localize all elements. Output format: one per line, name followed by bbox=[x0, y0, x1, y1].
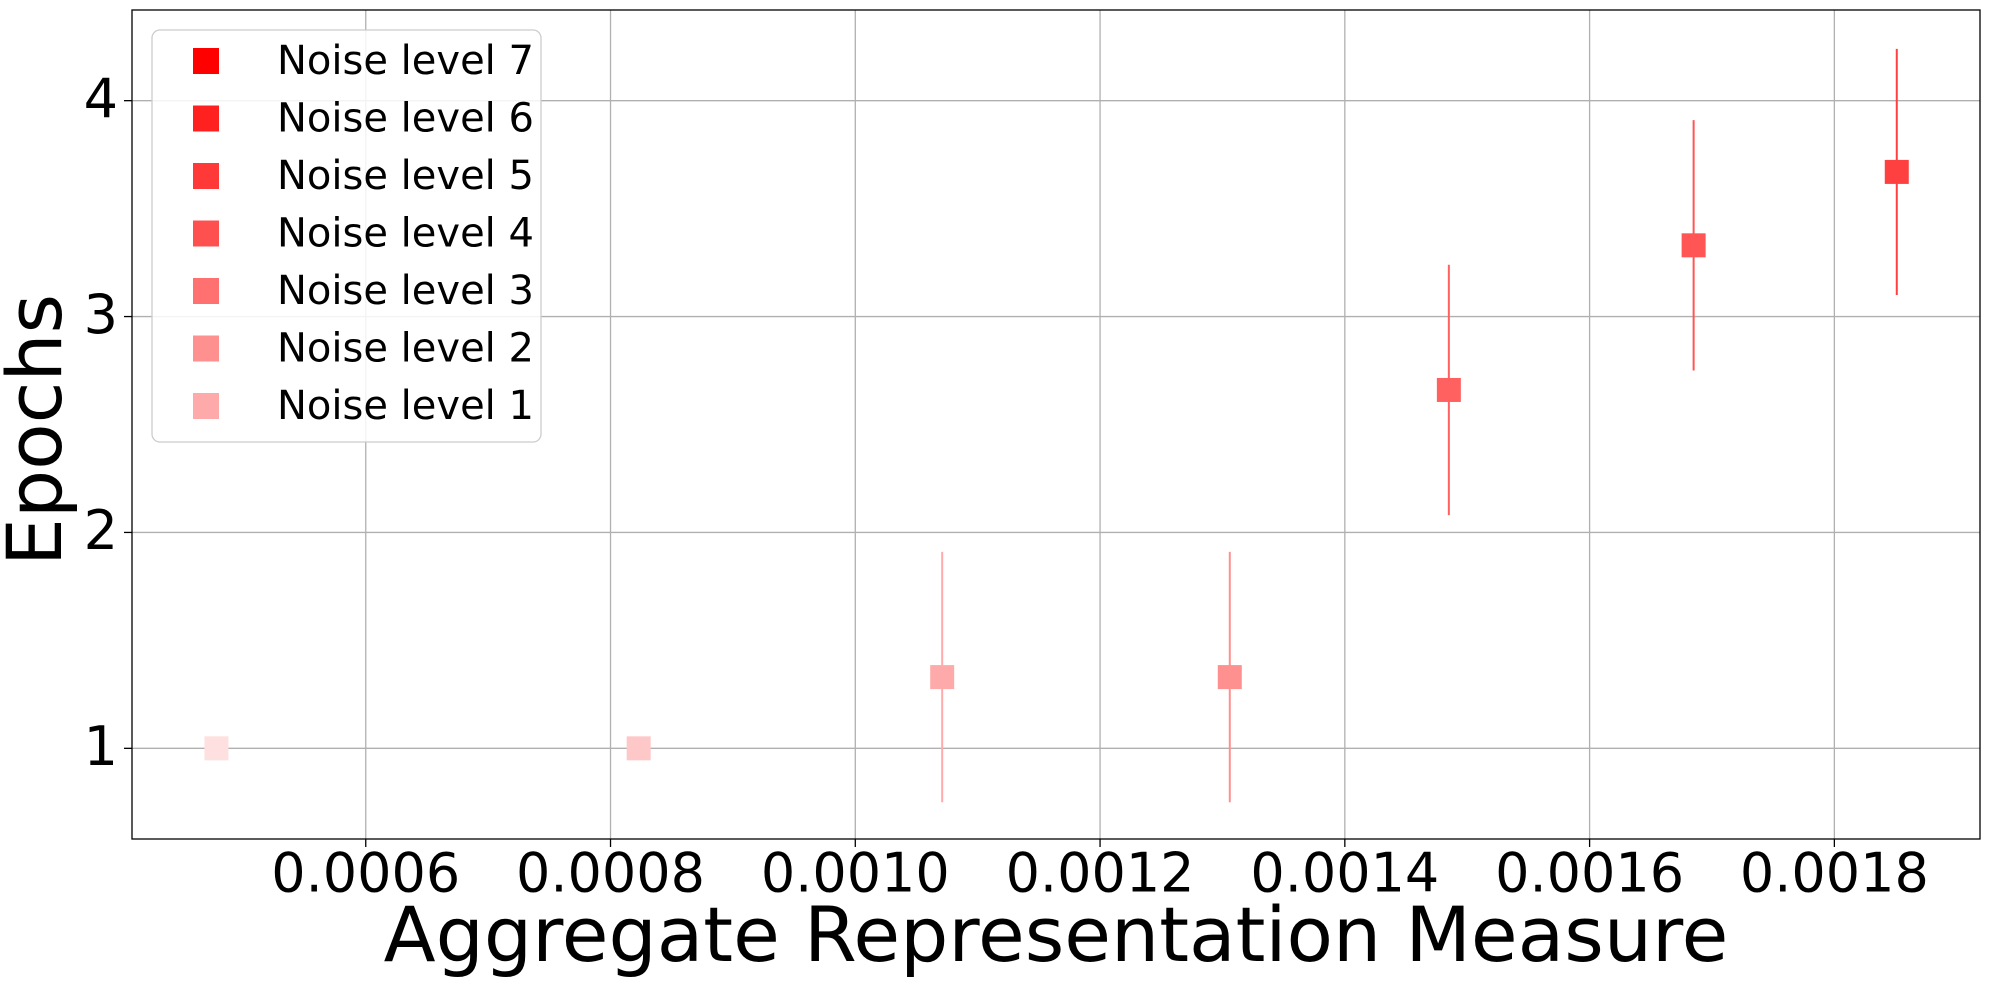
y-tick-label: 3 bbox=[84, 283, 118, 346]
x-tick-label: 0.0012 bbox=[1006, 842, 1195, 905]
x-tick-label: 0.0010 bbox=[761, 842, 950, 905]
legend-marker bbox=[193, 220, 219, 247]
point bbox=[204, 736, 229, 761]
point bbox=[1436, 377, 1461, 402]
legend-label: Noise level 4 bbox=[277, 211, 534, 257]
point bbox=[1217, 665, 1242, 690]
x-tick-label: 0.0014 bbox=[1250, 842, 1439, 905]
legend-label: Noise level 1 bbox=[277, 383, 534, 429]
legend-marker bbox=[193, 278, 219, 304]
y-tick-label: 1 bbox=[84, 715, 118, 778]
x-tick-label: 0.0008 bbox=[516, 842, 705, 905]
point bbox=[626, 736, 651, 761]
y-tick-label: 4 bbox=[84, 67, 118, 130]
x-tick-label: 0.0018 bbox=[1740, 842, 1929, 905]
x-tick-label: 0.0016 bbox=[1495, 842, 1684, 905]
legend-label: Noise level 7 bbox=[277, 38, 534, 84]
point bbox=[930, 665, 955, 690]
legend-marker bbox=[193, 393, 219, 419]
legend-label: Noise level 6 bbox=[277, 96, 534, 142]
y-tick-label: 2 bbox=[84, 499, 118, 562]
legend-marker bbox=[193, 105, 219, 132]
legend-marker bbox=[193, 163, 219, 189]
legend-label: Noise level 5 bbox=[277, 153, 534, 199]
x-tick-label: 0.0006 bbox=[271, 842, 460, 905]
point bbox=[1884, 159, 1909, 184]
legend-marker bbox=[193, 48, 219, 74]
plot-frame bbox=[131, 9, 1981, 840]
x-axis-label: Aggregate Representation Measure bbox=[384, 890, 1729, 979]
legend-label: Noise level 3 bbox=[277, 268, 534, 314]
y-axis-label: Epochs bbox=[0, 294, 79, 566]
point bbox=[1681, 233, 1706, 258]
legend-marker bbox=[193, 335, 219, 362]
legend-box bbox=[151, 29, 542, 443]
legend-label: Noise level 2 bbox=[277, 326, 534, 372]
